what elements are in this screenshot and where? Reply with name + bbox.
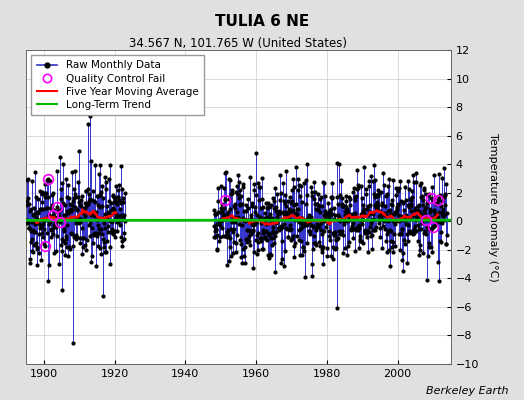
Title: 34.567 N, 101.765 W (United States): 34.567 N, 101.765 W (United States)	[129, 37, 347, 50]
Text: TULIA 6 NE: TULIA 6 NE	[215, 14, 309, 29]
Legend: Raw Monthly Data, Quality Control Fail, Five Year Moving Average, Long-Term Tren: Raw Monthly Data, Quality Control Fail, …	[31, 55, 204, 115]
Text: Berkeley Earth: Berkeley Earth	[426, 386, 508, 396]
Y-axis label: Temperature Anomaly (°C): Temperature Anomaly (°C)	[488, 133, 498, 281]
